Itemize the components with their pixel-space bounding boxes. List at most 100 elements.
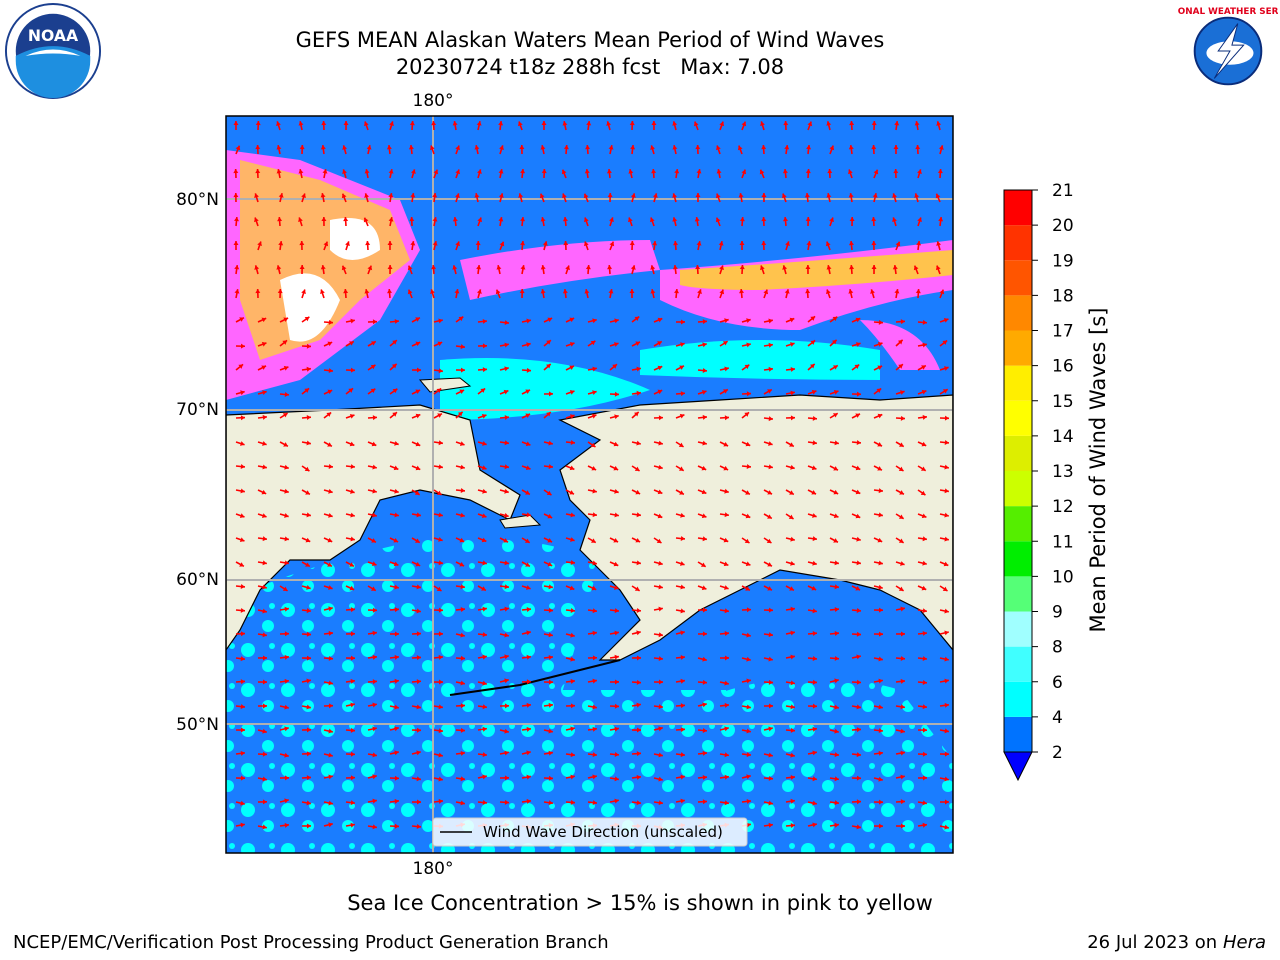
wave-direction-arrowhead [790,390,795,396]
wave-direction-arrowhead [481,413,487,419]
wave-direction-arrowhead [526,512,531,518]
wave-direction-arrowhead [548,391,553,397]
wave-direction-arrowhead [806,145,812,150]
wave-direction-arrowhead [812,656,817,662]
wave-direction-arrowhead [474,145,480,150]
wave-direction-arrowhead [371,586,376,591]
wave-direction-arrowhead [878,656,883,662]
wave-direction-arrowhead [569,465,575,471]
wave-direction-arrowhead [436,388,442,393]
wave-direction-arrowhead [460,727,465,733]
wave-direction-arrowhead [460,655,465,661]
wave-direction-arrowhead [672,121,678,126]
wave-direction-arrowhead [257,241,262,247]
wave-direction-arrowhead [723,465,729,471]
wave-direction-arrowhead [255,289,261,294]
colorbar-tick-label: 4 [1052,708,1063,728]
wave-direction-arrowhead [240,464,245,470]
wave-direction-arrowhead [877,537,883,543]
footer-date-text: 26 Jul 2023 on [1087,932,1223,953]
wave-direction-arrowhead [812,703,817,709]
wave-direction-arrowhead [433,169,439,175]
wave-direction-arrowhead [679,490,684,495]
wave-direction-arrowhead [829,217,834,223]
wave-direction-arrowhead [299,145,305,150]
sea-ice-note: Sea Ice Concentration > 15% is shown in … [347,891,933,915]
wave-direction-arrowhead [658,800,663,806]
wave-direction-arrowhead [372,679,377,685]
wave-direction-arrowhead [723,537,729,543]
wave-direction-arrowhead [563,145,569,150]
wave-direction-arrowhead [306,800,311,806]
wave-direction-arrowhead [680,727,685,733]
wave-direction-arrowhead [812,608,817,614]
wave-direction-arrowhead [900,823,905,829]
wave-direction-arrowhead [320,145,326,150]
footer-date: 26 Jul 2023 on Hera [1087,932,1266,953]
wave-direction-arrowhead [922,630,927,636]
wave-direction-arrowhead [276,265,282,270]
wave-direction-arrowhead [546,412,551,417]
wave-direction-arrowhead [921,441,927,447]
wave-direction-arrowhead [782,265,788,270]
wave-direction-arrowhead [607,193,613,198]
wave-direction-arrowhead [680,342,685,348]
colorbar-bin [1004,506,1032,542]
wave-direction-arrowhead [524,538,530,543]
wave-direction-arrowhead [592,560,597,566]
wave-direction-arrowhead [893,169,899,174]
wave-direction-arrowhead [548,702,553,708]
wave-direction-arrowhead [922,342,927,348]
wave-direction-arrowhead [716,145,721,151]
wave-direction-arrowhead [482,632,487,638]
lat-label-50n: 50°N [176,715,219,735]
wave-direction-arrowhead [350,607,355,613]
wave-direction-arrowhead [239,513,245,519]
wave-direction-arrowhead [716,169,722,174]
wave-direction-arrowhead [768,366,773,372]
wave-direction-arrowhead [790,536,795,542]
wave-direction-arrowhead [371,561,377,567]
wave-direction-arrowhead [834,776,839,782]
wave-direction-arrowhead [306,366,311,372]
wave-direction-arrowhead [504,654,509,660]
wave-direction-arrowhead [570,560,575,565]
wave-direction-arrowhead [855,317,861,323]
wave-direction-arrowhead [724,752,729,758]
wave-direction-arrowhead [898,538,904,543]
wave-direction-arrowhead [741,169,747,175]
wave-direction-arrowhead [482,318,487,324]
wave-direction-arrowhead [284,822,289,828]
wave-direction-arrowhead [768,656,773,662]
wave-direction-arrowhead [636,607,641,613]
wave-direction-arrowhead [812,631,817,637]
wave-direction-arrowhead [871,217,877,222]
wave-direction-arrowhead [239,317,244,322]
wave-direction-arrowhead [591,465,597,471]
wave-direction-arrowhead [415,561,421,567]
aleutian-islands [449,659,621,696]
wave-direction-arrowhead [460,367,465,373]
wave-direction-arrowhead [372,607,377,613]
wave-direction-arrowhead [701,513,707,519]
wave-direction-arrowhead [790,606,795,612]
wave-direction-arrowhead [392,340,397,345]
wave-direction-arrowhead [234,265,240,270]
wave-direction-arrowhead [944,366,949,371]
wave-direction-arrowhead [914,193,920,198]
wave-direction-arrowhead [855,342,861,347]
wave-direction-arrowhead [539,193,545,199]
footer-credit: NCEP/EMC/Verification Post Processing Pr… [13,932,609,953]
wave-direction-arrowhead [459,441,465,446]
wave-direction-arrowhead [238,364,244,369]
wave-direction-arrowhead [939,289,945,295]
wave-direction-arrowhead [657,365,663,371]
wave-direction-arrowhead [900,631,905,637]
wave-direction-arrowhead [768,752,773,758]
wave-direction-arrowhead [724,512,729,518]
wave-direction-arrowhead [504,320,509,326]
wave-direction-arrowhead [234,217,239,222]
wave-direction-arrowhead [656,538,662,544]
wave-direction-arrowhead [724,585,729,590]
wave-direction-arrowhead [416,824,421,830]
